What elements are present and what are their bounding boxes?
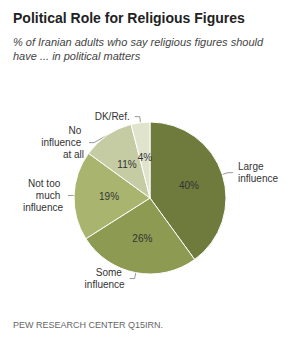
- svg-text:influence: influence: [238, 173, 278, 184]
- svg-text:Large: Large: [238, 161, 266, 172]
- svg-text:Not too: Not too: [28, 178, 63, 189]
- svg-text:Political Role for Religious F: Political Role for Religious Figures: [13, 10, 245, 26]
- svg-text:19%: 19%: [99, 191, 119, 202]
- svg-text:26%: 26%: [132, 233, 152, 244]
- svg-text:PEW RESEARCH CENTER Q15IRN.: PEW RESEARCH CENTER Q15IRN.: [13, 320, 163, 330]
- svg-text:influence: influence: [23, 202, 63, 213]
- svg-text:influence: influence: [85, 279, 125, 290]
- svg-text:11%: 11%: [117, 159, 136, 170]
- svg-text:40%: 40%: [179, 180, 199, 191]
- svg-text:DK/Ref.: DK/Ref.: [95, 111, 130, 122]
- svg-text:much: much: [36, 190, 63, 201]
- svg-text:influence: influence: [41, 137, 84, 148]
- svg-text:% of Iranian adults who say re: % of Iranian adults who say religious fi…: [13, 36, 266, 48]
- svg-text:have ... in political matters: have ... in political matters: [13, 50, 141, 62]
- svg-text:4%: 4%: [138, 152, 153, 163]
- svg-text:at all: at all: [63, 149, 84, 160]
- svg-text:No: No: [68, 125, 84, 136]
- svg-text:Some: Some: [96, 267, 125, 278]
